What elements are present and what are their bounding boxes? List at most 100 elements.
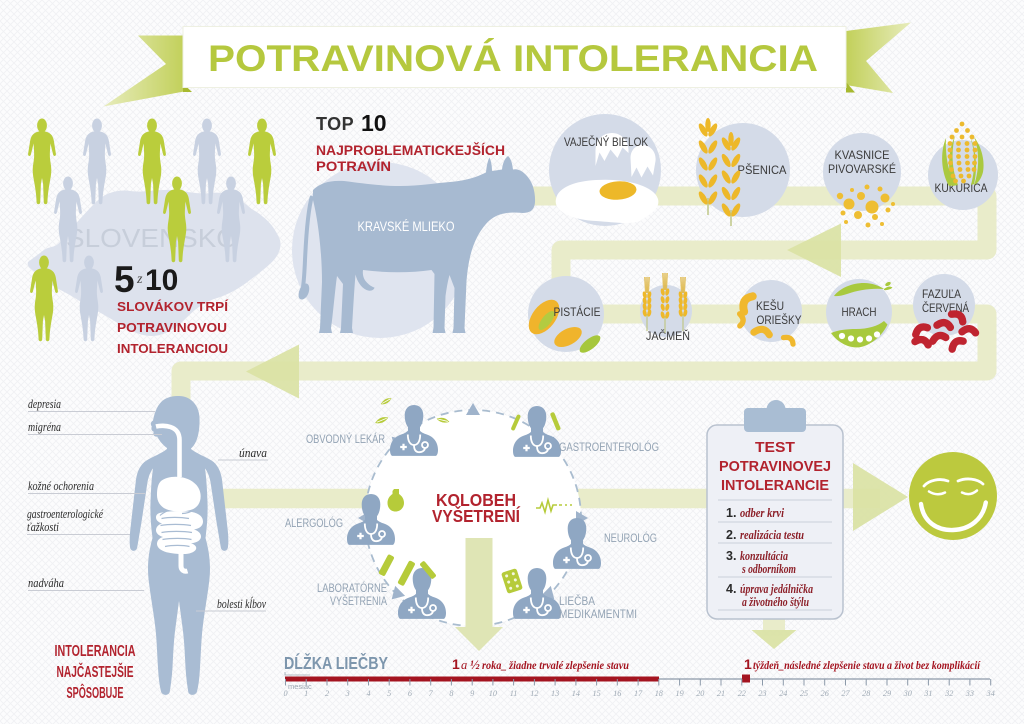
svg-text:VAJEČNÝ BIELOK: VAJEČNÝ BIELOK <box>564 134 648 149</box>
svg-text:1: 1 <box>744 656 752 672</box>
svg-text:realizácia testu: realizácia testu <box>740 528 804 542</box>
svg-text:22: 22 <box>738 689 746 698</box>
svg-text:POTRAVINOVÁ INTOLERANCIA: POTRAVINOVÁ INTOLERANCIA <box>208 38 818 79</box>
svg-text:NAJČASTEJŠIE: NAJČASTEJŠIE <box>57 663 134 681</box>
svg-text:KVASNICE: KVASNICE <box>835 150 890 162</box>
svg-text:a: a <box>461 658 467 672</box>
svg-text:24: 24 <box>779 689 787 698</box>
svg-text:1: 1 <box>452 656 460 672</box>
svg-text:SLOVÁKOV TRPÍ: SLOVÁKOV TRPÍ <box>117 299 228 314</box>
svg-text:bolesti kĺbov: bolesti kĺbov <box>217 597 266 611</box>
svg-text:INTOLERANCIOU: INTOLERANCIOU <box>117 341 228 356</box>
svg-text:JAČMEŇ: JAČMEŇ <box>646 328 690 343</box>
svg-text:2: 2 <box>325 689 329 698</box>
svg-text:4: 4 <box>366 689 370 698</box>
svg-text:MEDIKAMENTMI: MEDIKAMENTMI <box>559 609 637 621</box>
svg-text:1.: 1. <box>726 506 736 520</box>
svg-text:TEST: TEST <box>755 439 795 456</box>
svg-text:4.: 4. <box>726 582 736 596</box>
svg-text:FAZUĽA: FAZUĽA <box>922 289 961 301</box>
svg-text:10: 10 <box>145 264 178 297</box>
svg-text:10: 10 <box>489 689 497 698</box>
svg-text:SLOVENSKO: SLOVENSKO <box>66 223 238 253</box>
svg-text:33: 33 <box>965 689 974 698</box>
svg-text:1: 1 <box>304 689 308 698</box>
svg-text:KEŠU: KEŠU <box>756 298 784 313</box>
svg-text:odber krvi: odber krvi <box>740 506 784 520</box>
svg-text:10: 10 <box>361 110 387 136</box>
svg-text:34: 34 <box>986 689 995 698</box>
svg-text:8: 8 <box>449 689 453 698</box>
svg-text:PIVOVARSKÉ: PIVOVARSKÉ <box>828 163 896 176</box>
svg-text:½: ½ <box>470 657 480 672</box>
svg-text:POTRAVÍN: POTRAVÍN <box>316 158 391 174</box>
svg-text:29: 29 <box>883 689 891 698</box>
svg-text:31: 31 <box>923 689 932 698</box>
svg-text:9: 9 <box>470 689 474 698</box>
svg-text:POTRAVINOVEJ: POTRAVINOVEJ <box>719 458 831 475</box>
svg-text:5: 5 <box>387 689 391 698</box>
svg-text:KOLOBEH: KOLOBEH <box>436 490 516 510</box>
svg-text:18: 18 <box>655 689 663 698</box>
svg-text:gastroenterologické: gastroenterologické <box>27 507 103 521</box>
svg-text:VYŠETRENÍ: VYŠETRENÍ <box>432 505 521 526</box>
svg-text:28: 28 <box>862 689 870 698</box>
svg-text:roka_ žiadne trvalé zlepšenie: roka_ žiadne trvalé zlepšenie stavu <box>482 658 629 672</box>
svg-text:úprava jedálnička: úprava jedálnička <box>740 582 813 596</box>
svg-text:27: 27 <box>841 689 850 698</box>
svg-text:ORIEŠKY: ORIEŠKY <box>757 312 802 327</box>
svg-text:7: 7 <box>429 689 434 698</box>
svg-text:NEUROLÓG: NEUROLÓG <box>604 532 657 545</box>
svg-text:30: 30 <box>903 689 912 698</box>
svg-text:ALERGOLÓG: ALERGOLÓG <box>285 517 343 530</box>
svg-text:INTOLERANCIA: INTOLERANCIA <box>55 643 136 660</box>
svg-text:KUKURICA: KUKURICA <box>935 183 988 195</box>
svg-text:LIEČBA: LIEČBA <box>559 595 595 608</box>
svg-text:GASTROENTEROLÓG: GASTROENTEROLÓG <box>559 441 659 454</box>
svg-text:TOP: TOP <box>316 114 354 134</box>
svg-text:23: 23 <box>758 689 766 698</box>
svg-text:nadváha: nadváha <box>28 576 64 590</box>
svg-text:15: 15 <box>593 689 601 698</box>
svg-text:2.: 2. <box>726 528 736 542</box>
svg-text:INTOLERANCIE: INTOLERANCIE <box>721 477 829 494</box>
svg-text:PISTÁCIE: PISTÁCIE <box>554 304 601 319</box>
svg-text:týždeň_následné zlepšenie stav: týždeň_následné zlepšenie stavu a život … <box>753 658 981 672</box>
svg-text:LABORATÓRNE: LABORATÓRNE <box>317 582 387 595</box>
svg-text:32: 32 <box>944 689 953 698</box>
svg-text:mesiac: mesiac <box>288 682 312 691</box>
svg-text:26: 26 <box>821 689 830 698</box>
svg-text:s odborníkom: s odborníkom <box>741 562 796 576</box>
svg-text:21: 21 <box>717 689 725 698</box>
svg-text:20: 20 <box>696 689 704 698</box>
svg-text:14: 14 <box>572 689 580 698</box>
svg-text:ťažkosti: ťažkosti <box>27 520 59 534</box>
svg-text:PŠENICA: PŠENICA <box>738 162 787 177</box>
svg-text:0: 0 <box>283 689 287 698</box>
svg-text:únava: únava <box>239 446 267 460</box>
svg-text:6: 6 <box>408 689 413 698</box>
svg-text:11: 11 <box>510 689 518 698</box>
svg-text:5: 5 <box>114 259 135 300</box>
svg-text:3: 3 <box>345 689 350 698</box>
svg-text:depresia: depresia <box>28 397 61 411</box>
svg-text:25: 25 <box>800 689 808 698</box>
svg-text:3.: 3. <box>726 549 736 563</box>
svg-text:12: 12 <box>530 689 538 698</box>
svg-text:13: 13 <box>551 689 559 698</box>
svg-text:19: 19 <box>676 689 684 698</box>
svg-text:konzultácia: konzultácia <box>740 549 788 563</box>
svg-text:migréna: migréna <box>28 420 61 434</box>
svg-text:NAJPROBLEMATICKEJŠÍCH: NAJPROBLEMATICKEJŠÍCH <box>316 141 505 158</box>
svg-text:POTRAVINOVOU: POTRAVINOVOU <box>117 320 227 335</box>
svg-text:kožné ochorenia: kožné ochorenia <box>28 479 94 493</box>
svg-text:16: 16 <box>613 689 622 698</box>
svg-text:17: 17 <box>634 689 643 698</box>
svg-text:KRAVSKÉ MLIEKO: KRAVSKÉ MLIEKO <box>358 219 455 234</box>
svg-text:VYŠETRENIA: VYŠETRENIA <box>330 595 387 608</box>
svg-text:z: z <box>136 272 143 287</box>
svg-text:OBVODNÝ LEKÁR: OBVODNÝ LEKÁR <box>306 433 385 446</box>
svg-text:HRACH: HRACH <box>842 305 877 319</box>
svg-text:SPÔSOBUJE: SPÔSOBUJE <box>67 684 124 702</box>
svg-text:DĹŽKA LIEČBY: DĹŽKA LIEČBY <box>284 652 388 673</box>
